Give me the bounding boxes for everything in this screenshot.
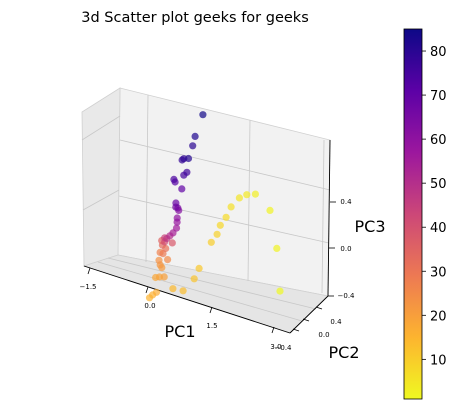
scatter-point — [178, 185, 186, 193]
grid-line-side-1 — [82, 189, 120, 211]
x-tick-label: −1.5 — [80, 283, 97, 291]
colorbar-tick-label: 60 — [430, 133, 447, 148]
grid-line-back-2 — [321, 139, 325, 294]
colorbar: 10 20 30 40 50 60 70 80 — [403, 28, 447, 400]
x-axis-ticks: −1.5 0.0 1.5 3.0 — [80, 267, 282, 351]
grid-line-floor-0 — [97, 261, 303, 322]
grid-line-floor-1 — [107, 257, 317, 310]
y-tick-label: −0.4 — [275, 344, 293, 352]
y-tick-mark — [292, 328, 300, 332]
x-tick-mark — [209, 306, 213, 314]
scatter-point — [172, 224, 181, 232]
scatter-point — [152, 288, 161, 296]
scatter-point — [190, 275, 198, 283]
scatter-point — [168, 239, 176, 247]
colorbar-tick-label: 70 — [430, 89, 447, 104]
colorbar-tick-label: 50 — [430, 177, 447, 192]
scatter-point — [243, 191, 251, 199]
y-axis-label: PC2 — [329, 343, 360, 362]
scatter-point — [164, 256, 172, 264]
colorbar-gradient — [403, 28, 423, 400]
x-tick-mark — [145, 286, 149, 294]
scatter-point — [195, 264, 203, 272]
y-axis-ticks: −0.4 0.00.4 — [275, 306, 342, 352]
axis-lines — [83, 139, 331, 334]
scatter-point — [199, 111, 207, 119]
x-tick-mark — [87, 267, 91, 275]
data-points — [145, 111, 284, 302]
z-tick-label: −0.4 — [338, 292, 356, 300]
scatter-point — [213, 230, 221, 238]
x-tick-mark — [271, 326, 275, 334]
z-axis-ticks: −0.4 0.0 0.4 — [328, 198, 355, 300]
y-axis-line — [289, 295, 329, 334]
colorbar-tick-label: 80 — [430, 45, 447, 60]
colorbar-tick-label: 40 — [430, 221, 447, 236]
scatter-point — [170, 175, 178, 183]
z-tick-label: 0.0 — [340, 245, 351, 253]
scatter-point — [216, 221, 224, 229]
y-tick-label: 0.0 — [318, 331, 329, 339]
z-axis-line — [327, 139, 331, 297]
x-tick-label: 3.0 — [270, 343, 281, 351]
scatter-point — [235, 194, 243, 202]
z-tick-label: 0.4 — [340, 198, 352, 206]
scatter-point — [191, 132, 199, 140]
colorbar-tick-label: 10 — [430, 353, 447, 368]
scatter-point — [207, 238, 215, 246]
grid-line-side-0 — [81, 115, 121, 141]
chart-title: 3d Scatter plot geeks for geeks — [81, 10, 309, 26]
grid-line-horizontal-0 — [119, 139, 331, 191]
scatter-point — [179, 287, 187, 295]
scatter-point — [227, 203, 235, 211]
scatter-point — [183, 168, 191, 176]
scatter-point — [276, 287, 284, 295]
axes-panes — [81, 87, 331, 334]
scatter-point — [184, 154, 193, 163]
z-axis-label: PC3 — [355, 217, 386, 236]
scatter-point — [251, 190, 259, 198]
scatter-point — [155, 256, 163, 264]
axes-grid — [81, 94, 331, 322]
colorbar-tick-label: 30 — [430, 265, 447, 280]
scatter-point — [173, 214, 181, 222]
x-tick-label: 1.5 — [206, 322, 217, 330]
colorbar-tick-label: 20 — [430, 309, 447, 324]
x-tick-label: 0.0 — [144, 302, 155, 310]
x-axis-line — [83, 265, 291, 334]
colorbar-ticks: 10 20 30 40 50 60 70 80 — [422, 45, 447, 368]
left-pane — [81, 87, 121, 267]
grid-line-back-1 — [247, 119, 251, 282]
scatter-point — [169, 285, 177, 293]
scatter-point — [160, 273, 168, 281]
x-axis-label: PC1 — [165, 322, 196, 341]
scatter-point — [222, 213, 230, 221]
grid-line-back-0 — [145, 94, 149, 263]
y-tick-mark — [315, 306, 323, 310]
y-tick-label: 0.4 — [330, 318, 342, 326]
scatter-point — [273, 244, 281, 252]
scatter-point — [172, 199, 180, 207]
scatter-point — [189, 142, 197, 150]
y-tick-mark — [302, 318, 310, 322]
scatter-point — [266, 206, 274, 214]
